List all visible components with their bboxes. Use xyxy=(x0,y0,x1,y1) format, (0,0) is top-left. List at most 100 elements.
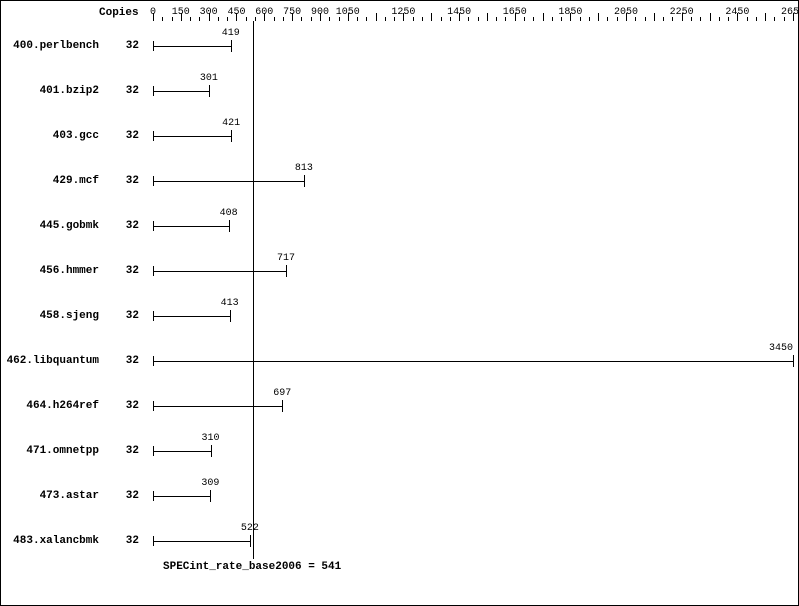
axis-minor-tick xyxy=(663,17,664,21)
copies-header: Copies xyxy=(99,7,139,19)
axis-minor-tick xyxy=(413,17,414,21)
benchmark-name: 445.gobmk xyxy=(40,220,99,232)
benchmark-name: 464.h264ref xyxy=(26,400,99,412)
axis-minor-tick xyxy=(218,17,219,21)
benchmark-name: 401.bzip2 xyxy=(40,85,99,97)
axis-minor-tick xyxy=(589,17,590,21)
bar-end-cap xyxy=(211,445,212,457)
bar-line xyxy=(153,541,250,542)
benchmark-copies: 32 xyxy=(126,175,139,187)
benchmark-copies: 32 xyxy=(126,310,139,322)
bar-end-cap xyxy=(282,400,283,412)
axis-tick-label: 150 xyxy=(172,7,190,18)
axis-tick xyxy=(543,13,544,21)
axis-tick xyxy=(431,13,432,21)
axis-minor-tick xyxy=(691,17,692,21)
axis-tick-label: 900 xyxy=(311,7,329,18)
axis-minor-tick xyxy=(385,17,386,21)
bar-value-label: 408 xyxy=(220,208,238,219)
bar-value-label: 421 xyxy=(222,118,240,129)
axis-minor-tick xyxy=(635,17,636,21)
bar-value-label: 813 xyxy=(295,163,313,174)
bar-end-cap xyxy=(250,535,251,547)
axis-tick-label: 300 xyxy=(200,7,218,18)
axis-minor-tick xyxy=(329,17,330,21)
axis-minor-tick xyxy=(301,17,302,21)
bar-end-cap xyxy=(304,175,305,187)
bar-end-cap xyxy=(230,310,231,322)
bar-value-label: 310 xyxy=(202,433,220,444)
axis-minor-tick xyxy=(422,17,423,21)
benchmark-copies: 32 xyxy=(126,445,139,457)
bar-value-label: 419 xyxy=(222,28,240,39)
benchmark-copies: 32 xyxy=(126,535,139,547)
bar-line xyxy=(153,361,793,362)
axis-minor-tick xyxy=(441,17,442,21)
baseline-label: SPECint_rate_base2006 = 541 xyxy=(163,561,341,573)
benchmark-copies: 32 xyxy=(126,400,139,412)
bar-value-label: 301 xyxy=(200,73,218,84)
benchmark-name: 403.gcc xyxy=(53,130,99,142)
benchmark-name: 400.perlbench xyxy=(13,40,99,52)
benchmark-name: 458.sjeng xyxy=(40,310,99,322)
axis-minor-tick xyxy=(246,17,247,21)
spec-rate-chart: Copies 015030045060075090010501250145016… xyxy=(0,0,799,606)
benchmark-copies: 32 xyxy=(126,85,139,97)
axis-minor-tick xyxy=(496,17,497,21)
bar-end-cap xyxy=(286,265,287,277)
axis-tick xyxy=(765,13,766,21)
axis-minor-tick xyxy=(645,17,646,21)
benchmark-copies: 32 xyxy=(126,40,139,52)
bar-end-cap xyxy=(209,85,210,97)
axis-minor-tick xyxy=(756,17,757,21)
benchmark-copies: 32 xyxy=(126,355,139,367)
axis-minor-tick xyxy=(580,17,581,21)
bar-value-label: 697 xyxy=(273,388,291,399)
bar-value-label: 522 xyxy=(241,523,259,534)
benchmark-name: 471.omnetpp xyxy=(26,445,99,457)
bar-value-label: 413 xyxy=(221,298,239,309)
bar-value-label: 717 xyxy=(277,253,295,264)
benchmark-copies: 32 xyxy=(126,490,139,502)
bar-end-cap xyxy=(210,490,211,502)
bar-line xyxy=(153,316,230,317)
benchmark-name: 429.mcf xyxy=(53,175,99,187)
axis-minor-tick xyxy=(366,17,367,21)
benchmark-name: 456.hmmer xyxy=(40,265,99,277)
bar-line xyxy=(153,451,211,452)
axis-minor-tick xyxy=(774,17,775,21)
axis-tick xyxy=(376,13,377,21)
axis-minor-tick xyxy=(478,17,479,21)
axis-minor-tick xyxy=(533,17,534,21)
axis-tick-label: 450 xyxy=(227,7,245,18)
benchmark-name: 473.astar xyxy=(40,490,99,502)
axis-minor-tick xyxy=(607,17,608,21)
bar-line xyxy=(153,496,210,497)
axis-tick-label: 750 xyxy=(283,7,301,18)
axis-minor-tick xyxy=(468,17,469,21)
axis-minor-tick xyxy=(552,17,553,21)
benchmark-copies: 32 xyxy=(126,220,139,232)
axis-tick xyxy=(598,13,599,21)
bar-end-cap xyxy=(793,355,794,367)
axis-minor-tick xyxy=(524,17,525,21)
axis-tick-label: 2650 xyxy=(781,7,799,18)
bar-line xyxy=(153,91,209,92)
axis-tick-label: 600 xyxy=(255,7,273,18)
axis-tick xyxy=(654,13,655,21)
bar-line xyxy=(153,136,231,137)
axis-tick-label: 0 xyxy=(150,7,156,18)
bar-end-cap xyxy=(229,220,230,232)
axis-minor-tick xyxy=(719,17,720,21)
bar-line xyxy=(153,271,286,272)
bar-line xyxy=(153,406,282,407)
bar-line xyxy=(153,181,304,182)
benchmark-name: 483.xalancbmk xyxy=(13,535,99,547)
axis-minor-tick xyxy=(357,17,358,21)
bar-end-cap xyxy=(231,40,232,52)
axis-minor-tick xyxy=(700,17,701,21)
bar-line xyxy=(153,226,229,227)
bar-value-label: 3450 xyxy=(769,343,793,354)
axis-tick xyxy=(487,13,488,21)
axis-minor-tick xyxy=(162,17,163,21)
